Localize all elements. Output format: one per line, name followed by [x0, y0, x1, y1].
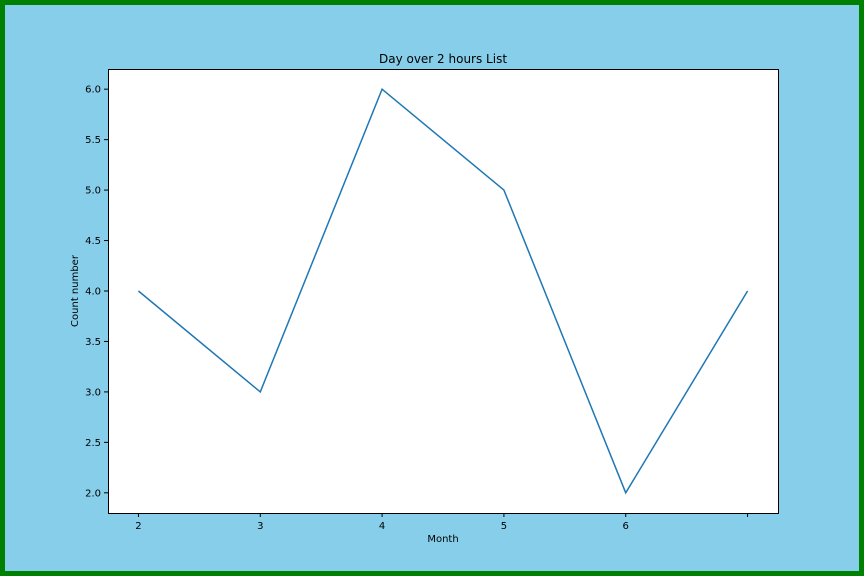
- x-axis-label: Month: [427, 534, 458, 545]
- x-tick-label: 5: [501, 521, 507, 532]
- chart-title: Day over 2 hours List: [379, 52, 507, 66]
- y-tick-label: 3.0: [85, 387, 101, 398]
- y-tick-label: 3.5: [85, 337, 101, 348]
- y-tick-label: 4.0: [85, 287, 101, 298]
- plot-area: [108, 69, 778, 513]
- x-axis: 2 3 4 5 6: [135, 513, 749, 532]
- y-tick-label: 2.0: [85, 488, 101, 499]
- x-tick-label: 3: [257, 521, 263, 532]
- series-line: [137, 87, 749, 495]
- line-chart: 2.0 2.5 3.0 3.5 4.0 4.5 5.0 5.5 6.0 2 3 4 5 6 Day ov…: [70, 52, 779, 545]
- y-tick-label: 6.0: [85, 85, 101, 96]
- y-tick-label: 5.0: [85, 186, 101, 197]
- x-tick-label: 2: [135, 521, 141, 532]
- y-tick-label: 5.5: [85, 135, 101, 146]
- series-layer: [137, 87, 749, 495]
- plot-frame: [108, 69, 779, 514]
- y-tick-label: 4.5: [85, 236, 101, 247]
- x-tick-label: 4: [379, 521, 385, 532]
- y-axis-label: Count number: [70, 254, 81, 327]
- x-tick-label: 6: [623, 521, 629, 532]
- y-tick-label: 2.5: [85, 438, 101, 449]
- y-axis: 2.0 2.5 3.0 3.5 4.0 4.5 5.0 5.5 6.0: [85, 85, 108, 499]
